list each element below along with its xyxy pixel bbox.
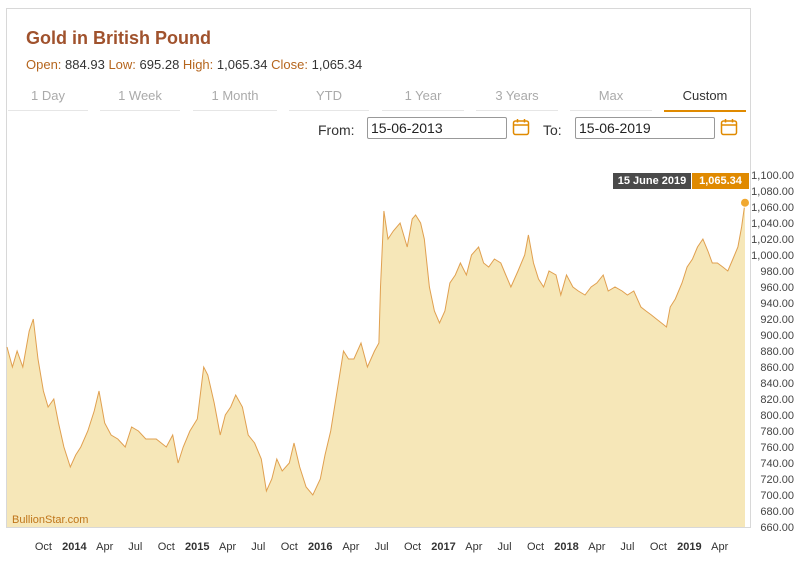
x-tick-label: Oct: [404, 541, 421, 553]
tooltip-date: 15 June 2019: [613, 173, 691, 189]
y-tick-label: 880.00: [760, 346, 794, 358]
x-tick-label: 2015: [185, 541, 209, 553]
from-calendar-icon[interactable]: [512, 118, 530, 136]
y-tick-label: 940.00: [760, 298, 794, 310]
x-tick-label: Jul: [497, 541, 511, 553]
y-axis: 1,100.00 1,080.00 1,060.00 1,040.00 1,020.00…: [751, 170, 794, 534]
y-tick-label: 1,060.00: [751, 202, 794, 214]
x-tick-label: 2016: [308, 541, 332, 553]
x-tick-label: 2019: [677, 541, 701, 553]
tab-1-year[interactable]: 1 Year: [382, 86, 464, 111]
x-axis: Oct 2014 Apr Jul Oct 2015 Apr Jul Oct 2016 Apr Jul O…: [35, 541, 729, 553]
close-label: Close:: [271, 57, 308, 72]
y-tick-label: 700.00: [760, 490, 794, 502]
y-tick-label: 840.00: [760, 378, 794, 390]
x-tick-label: Apr: [342, 541, 359, 553]
x-tick-label: Apr: [219, 541, 236, 553]
x-tick-label: 2017: [431, 541, 455, 553]
x-tick-label: Oct: [281, 541, 298, 553]
x-tick-label: 2014: [62, 541, 87, 553]
x-tick-label: Apr: [588, 541, 605, 553]
tab-1-week[interactable]: 1 Week: [100, 86, 180, 111]
plot-area: [6, 197, 750, 527]
x-tick-label: Oct: [158, 541, 175, 553]
brand-watermark: BullionStar.com: [12, 514, 89, 526]
to-date-input[interactable]: [575, 117, 715, 139]
y-tick-label: 1,000.00: [751, 250, 794, 262]
x-tick-label: Jul: [620, 541, 634, 553]
y-tick-label: 820.00: [760, 394, 794, 406]
x-tick-label: Jul: [251, 541, 265, 553]
low-label: Low:: [108, 57, 136, 72]
open-label: Open:: [26, 57, 62, 72]
y-tick-label: 680.00: [760, 506, 794, 518]
y-tick-label: 920.00: [760, 314, 794, 326]
price-area: [7, 202, 745, 527]
x-tick-label: Oct: [35, 541, 52, 553]
page-title: Gold in British Pound: [26, 28, 211, 48]
y-tick-label: 740.00: [760, 458, 794, 470]
y-tick-label: 1,040.00: [751, 218, 794, 230]
range-tabs: 1 Day 1 Week 1 Month YTD 1 Year 3 Years …: [8, 86, 748, 112]
high-label: High:: [182, 57, 214, 72]
high-value: 1,065.34: [216, 57, 268, 72]
tab-1-month[interactable]: 1 Month: [193, 86, 277, 111]
x-tick-label: Jul: [128, 541, 142, 553]
price-line: [6, 202, 746, 496]
tab-1-day[interactable]: 1 Day: [8, 86, 88, 111]
x-tick-label: Apr: [711, 541, 728, 553]
y-tick-label: 1,020.00: [751, 234, 794, 246]
y-tick-label: 860.00: [760, 362, 794, 374]
y-tick-label: 960.00: [760, 282, 794, 294]
tab-max[interactable]: Max: [570, 86, 652, 111]
x-tick-label: Apr: [96, 541, 113, 553]
y-tick-label: 780.00: [760, 426, 794, 438]
x-tick-label: Jul: [375, 541, 389, 553]
y-tick-label: 1,100.00: [751, 170, 794, 182]
highlight-marker: [740, 197, 750, 208]
y-tick-label: 900.00: [760, 330, 794, 342]
y-tick-label: 720.00: [760, 474, 794, 486]
y-tick-label: 1,080.00: [751, 186, 794, 198]
y-tick-label: 660.00: [760, 522, 794, 534]
from-label: From:: [318, 122, 355, 138]
tooltip-value: 1,065.34: [692, 173, 749, 189]
ohlc-summary: Open: 884.93 Low: 695.28 High: 1,065.34 …: [26, 57, 362, 72]
close-value: 1,065.34: [311, 57, 363, 72]
y-tick-label: 760.00: [760, 442, 794, 454]
x-tick-label: 2018: [554, 541, 578, 553]
to-label: To:: [543, 122, 562, 138]
low-value: 695.28: [139, 57, 180, 72]
open-value: 884.93: [65, 57, 105, 72]
y-tick-label: 800.00: [760, 410, 794, 422]
tab-ytd[interactable]: YTD: [289, 86, 369, 111]
x-tick-label: Oct: [527, 541, 544, 553]
tab-custom[interactable]: Custom: [664, 86, 746, 112]
x-tick-label: Oct: [650, 541, 667, 553]
x-tick-label: Apr: [465, 541, 482, 553]
tab-3-years[interactable]: 3 Years: [476, 86, 558, 111]
y-tick-label: 980.00: [760, 266, 794, 278]
to-calendar-icon[interactable]: [720, 118, 738, 136]
from-date-input[interactable]: [367, 117, 507, 139]
